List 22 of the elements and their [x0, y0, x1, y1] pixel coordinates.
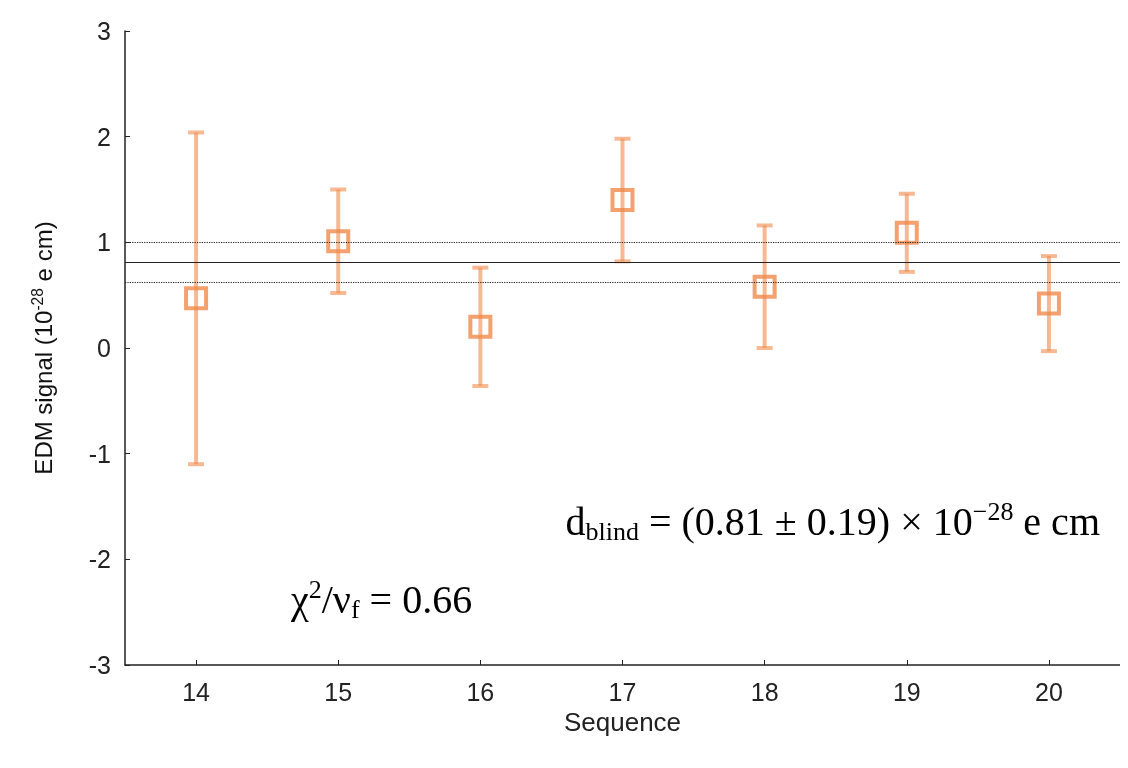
x-tick-label: 17: [608, 677, 637, 706]
point: [1036, 291, 1061, 316]
x-tick-label: 18: [750, 677, 779, 706]
point: [184, 286, 209, 311]
x-tick-label: 15: [324, 677, 353, 706]
point: [326, 229, 351, 254]
y-tick-label: 3: [97, 17, 111, 45]
point: [610, 188, 635, 213]
y-tick-label: 0: [97, 334, 111, 362]
y-tick-label: -3: [88, 651, 111, 679]
y-tick-label: -2: [88, 545, 111, 574]
x-tick-label: 14: [182, 677, 211, 706]
point: [752, 274, 777, 299]
x-tick-label: 20: [1035, 677, 1063, 706]
y-axis-title: EDM signal (10-28 e cm): [28, 221, 57, 475]
y-tick-label: -1: [88, 439, 111, 468]
x-tick-label: 16: [466, 677, 495, 706]
x-tick-label: 19: [892, 677, 921, 706]
y-tick-label: 2: [97, 122, 111, 151]
point: [468, 314, 493, 339]
x-axis-title: Sequence: [563, 706, 682, 737]
y-tick-label: 1: [97, 228, 111, 257]
